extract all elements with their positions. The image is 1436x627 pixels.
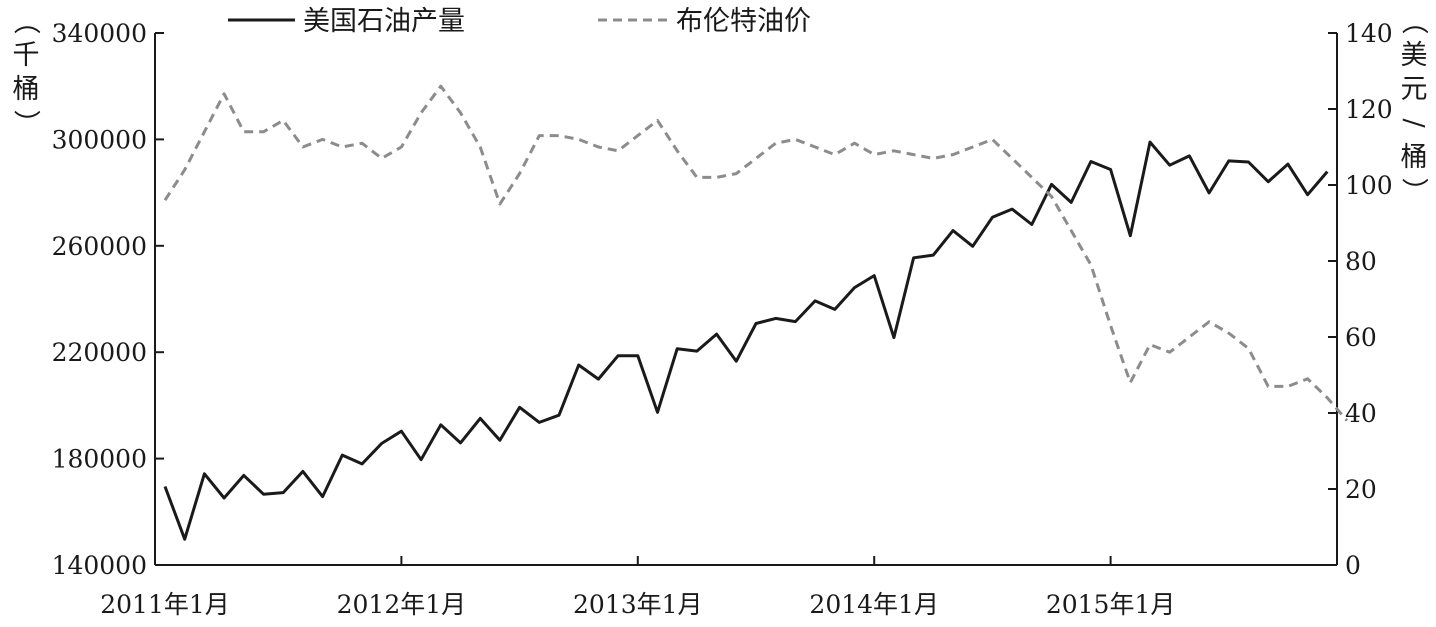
unit-glyph: 美	[1401, 40, 1428, 71]
x-tick-label: 2013年1月	[573, 590, 703, 619]
unit-glyph: ）	[1398, 178, 1429, 205]
series-lines	[163, 84, 1349, 541]
unit-glyph: ）	[10, 110, 41, 137]
x-tick-label: 2014年1月	[809, 590, 939, 619]
left-tick-label: 140000	[52, 551, 147, 580]
unit-glyph: （	[1398, 8, 1429, 35]
right-tick-label: 80	[1345, 247, 1377, 276]
left-unit-label: （ 千桶 ）	[10, 8, 41, 137]
axes	[154, 32, 1338, 566]
left-tick-label: 180000	[52, 445, 147, 474]
x-tick-label: 2012年1月	[337, 590, 467, 619]
legend: 美国石油产量 布伦特油价	[228, 6, 811, 37]
unit-labels: （千桶）（美元/桶）	[10, 8, 1429, 205]
left-tick-label: 300000	[52, 125, 147, 154]
unit-glyph: （	[10, 8, 41, 35]
left-tick-label: 340000	[52, 19, 147, 48]
unit-glyph: 元	[1401, 74, 1428, 105]
right-tick-label: 60	[1345, 323, 1377, 352]
right-tick-label: 0	[1345, 551, 1361, 580]
unit-glyph: 桶	[1401, 142, 1428, 173]
right-tick-label: 40	[1345, 399, 1377, 428]
right-tick-label: 120	[1345, 95, 1393, 124]
brent-price-line	[163, 84, 1349, 422]
tick-labels: 140000 180000 220000 260000 300000 340000 0 20 4…	[52, 19, 1393, 619]
legend-label-brent: 布伦特油价	[676, 6, 811, 37]
right-tick-label: 140	[1345, 19, 1393, 48]
right-unit-label: （ 美元 / 桶 ）	[1398, 8, 1429, 205]
unit-glyph: 千	[13, 40, 40, 71]
right-tick-label: 20	[1345, 475, 1377, 504]
x-tick-label: 2011年1月	[100, 590, 230, 619]
left-tick-label: 220000	[52, 338, 147, 367]
legend-label-production: 美国石油产量	[303, 6, 465, 37]
unit-glyph: /	[1398, 118, 1429, 128]
unit-glyph: 桶	[13, 74, 40, 105]
right-tick-label: 100	[1345, 171, 1393, 200]
oil-production-line	[163, 140, 1329, 541]
x-tick-label: 2015年1月	[1046, 590, 1176, 619]
left-tick-label: 260000	[52, 232, 147, 261]
